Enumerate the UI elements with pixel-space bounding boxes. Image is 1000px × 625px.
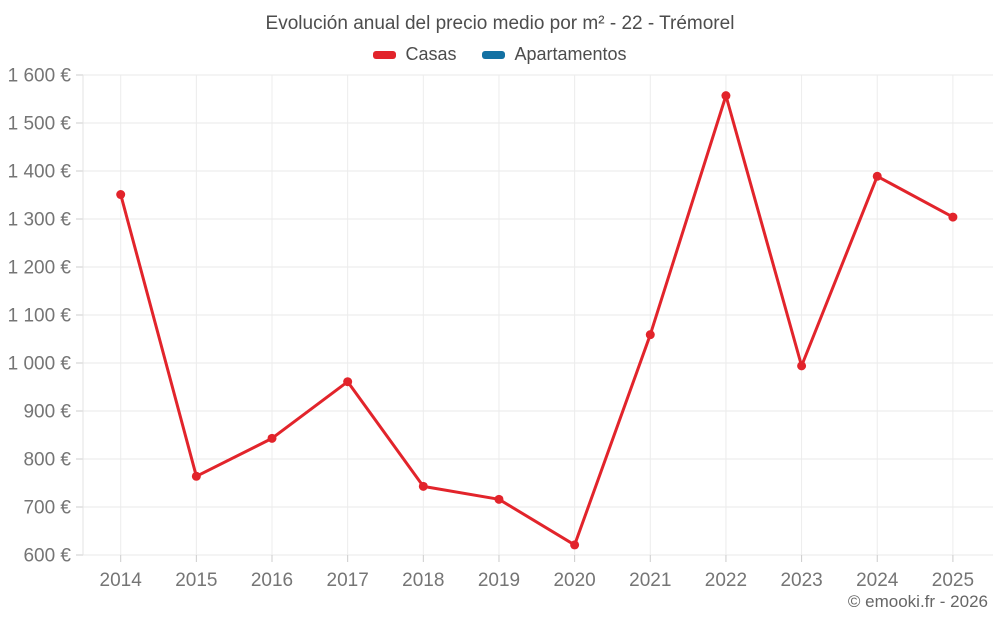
casas-swatch-icon <box>373 50 397 59</box>
x-axis-label: 2022 <box>705 570 747 591</box>
x-axis-label: 2025 <box>932 570 974 591</box>
y-axis-label: 1 100 € <box>8 306 72 327</box>
x-axis-label: 2017 <box>327 570 369 591</box>
y-axis-label: 900 € <box>23 402 71 423</box>
casas-point-2017 <box>343 377 353 387</box>
x-axis-label: 2016 <box>251 570 293 591</box>
x-axis-label: 2018 <box>402 570 444 591</box>
watermark-credit: © emooki.fr - 2026 <box>847 592 988 611</box>
casas-point-2021 <box>645 330 655 340</box>
casas-point-2024 <box>872 171 882 181</box>
y-axis-label: 1 300 € <box>8 210 72 231</box>
x-axis-label: 2014 <box>100 570 143 591</box>
legend-label-casas: Casas <box>405 44 457 64</box>
chart-legend: Casas Apartamentos <box>0 44 1000 65</box>
x-axis-label: 2024 <box>856 570 899 591</box>
legend-item-casas[interactable]: Casas <box>373 44 456 65</box>
casas-point-2019 <box>494 494 504 504</box>
casas-point-2016 <box>267 433 277 443</box>
legend-item-apartamentos[interactable]: Apartamentos <box>482 44 627 65</box>
casas-point-2023 <box>797 361 807 371</box>
y-axis-label: 1 000 € <box>8 354 72 375</box>
casas-point-2020 <box>570 540 580 550</box>
casas-point-2018 <box>418 481 428 491</box>
x-axis-label: 2021 <box>629 570 671 591</box>
y-axis-label: 1 500 € <box>8 114 72 135</box>
y-axis-label: 1 600 € <box>8 66 72 87</box>
apartamentos-swatch-icon <box>482 50 506 59</box>
x-axis-label: 2015 <box>175 570 217 591</box>
casas-point-2015 <box>191 471 201 481</box>
y-axis-label: 600 € <box>23 546 71 567</box>
y-axis-label: 700 € <box>23 498 71 519</box>
chart-title: Evolución anual del precio medio por m² … <box>265 13 735 34</box>
casas-line <box>119 94 955 547</box>
y-axis-label: 1 400 € <box>8 162 72 183</box>
x-axis-label: 2019 <box>478 570 520 591</box>
casas-point-2025 <box>948 212 958 222</box>
x-axis-label: 2020 <box>553 570 595 591</box>
y-axis-label: 1 200 € <box>8 258 72 279</box>
legend-label-apartamentos: Apartamentos <box>514 44 627 64</box>
casas-point-2014 <box>116 190 126 200</box>
y-axis-label: 800 € <box>23 450 71 471</box>
x-axis-label: 2023 <box>780 570 822 591</box>
casas-point-2022 <box>721 91 731 101</box>
